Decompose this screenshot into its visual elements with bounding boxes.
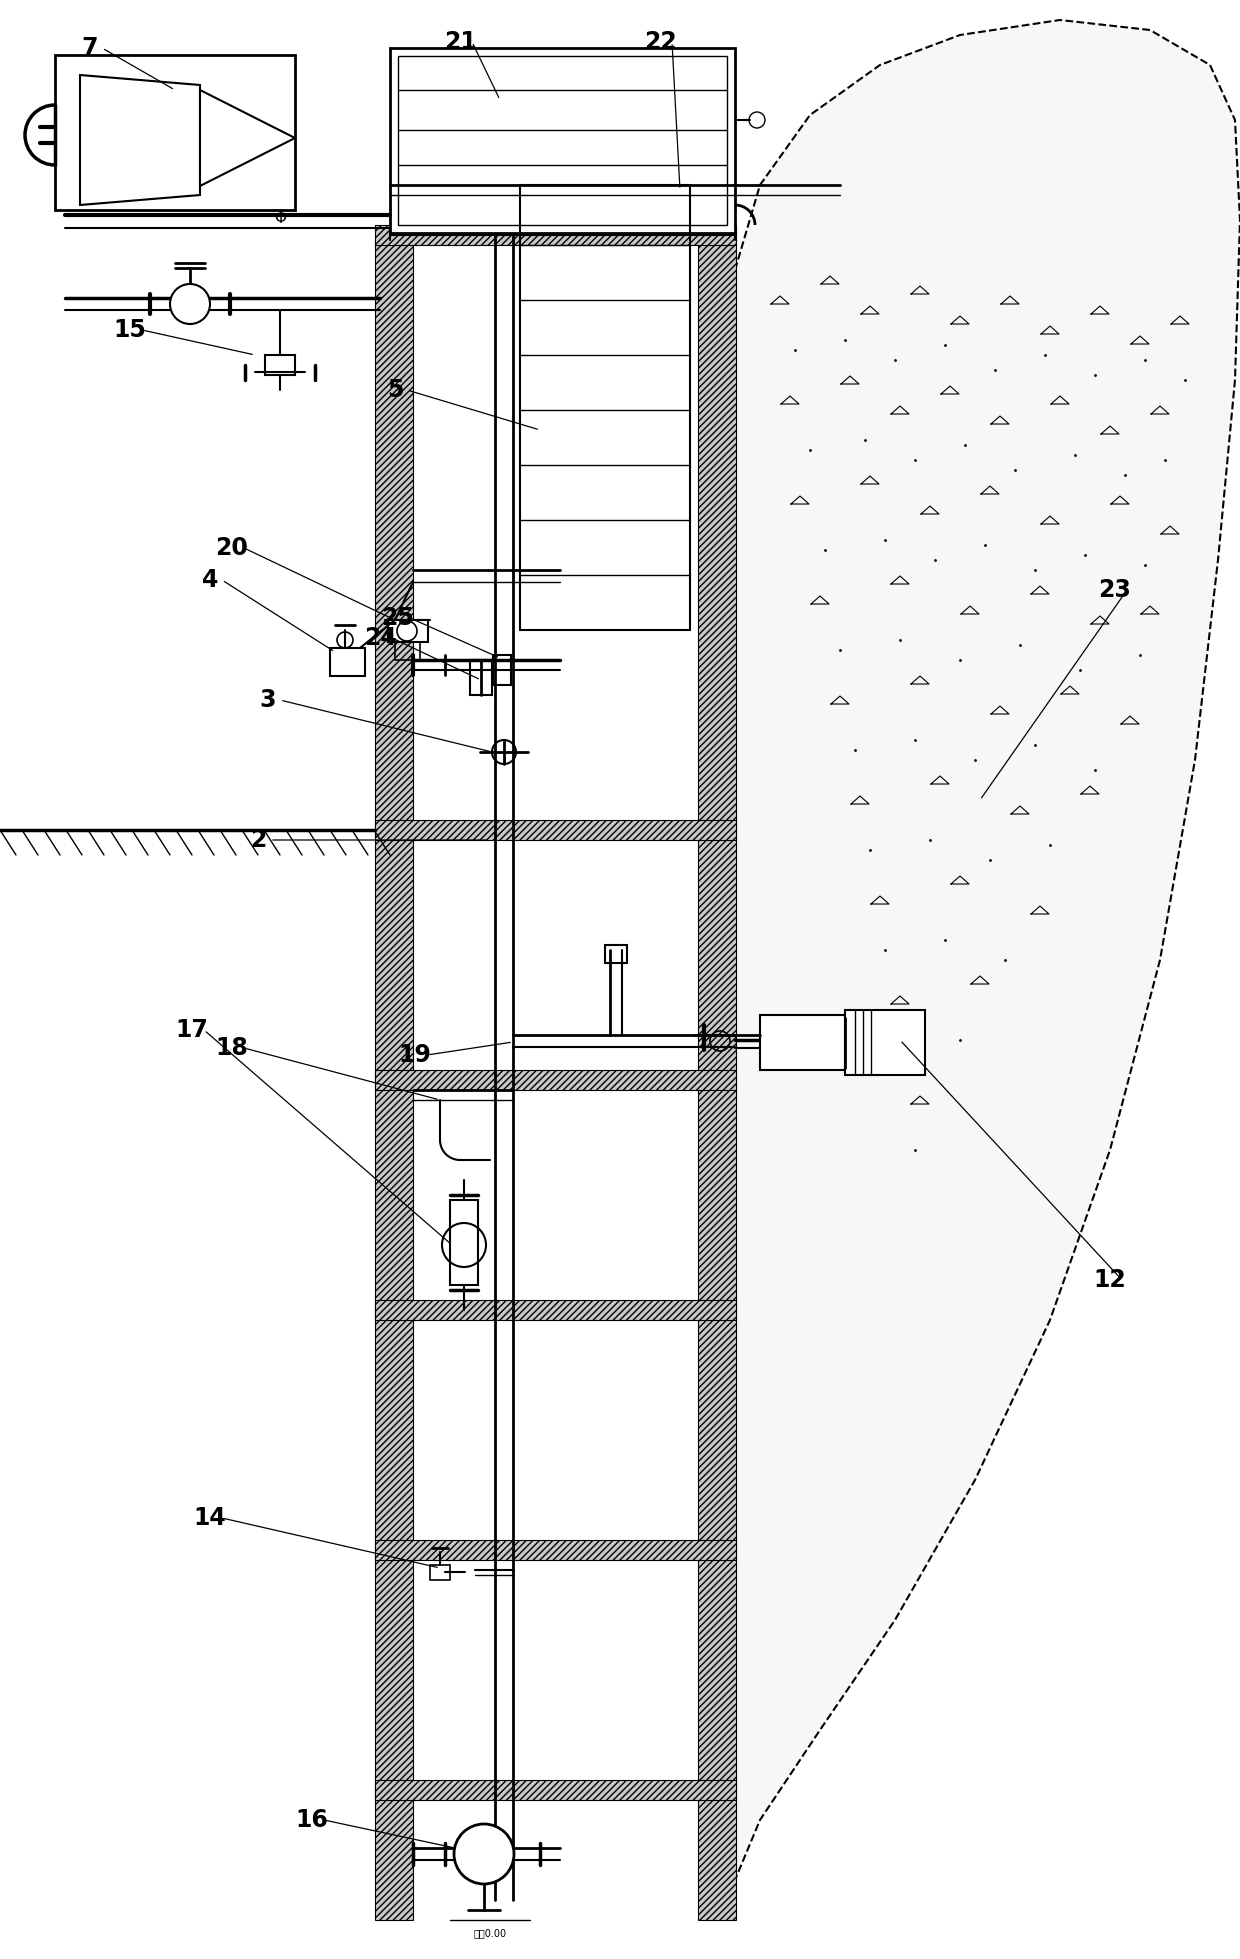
Circle shape (170, 284, 210, 323)
Text: 17: 17 (176, 1019, 208, 1042)
Polygon shape (200, 90, 295, 186)
Bar (374, 241, 413, 1920)
Bar (374, 225, 737, 245)
Polygon shape (735, 20, 1240, 1881)
Text: 18: 18 (216, 1036, 248, 1060)
Bar (265, 355, 295, 374)
Bar (494, 654, 511, 686)
Text: Φ: Φ (274, 210, 286, 225)
Text: 16: 16 (295, 1808, 329, 1832)
Bar (391, 49, 735, 233)
Bar (374, 821, 737, 840)
Bar (374, 1540, 737, 1559)
Text: 3: 3 (259, 688, 277, 711)
Bar (330, 648, 365, 676)
Text: 2: 2 (249, 829, 267, 852)
Bar (374, 1301, 737, 1320)
Text: 5: 5 (387, 378, 403, 402)
Bar (430, 1565, 450, 1581)
Bar (760, 1015, 844, 1070)
Bar (374, 1781, 737, 1800)
Text: 14: 14 (193, 1506, 227, 1530)
Text: 19: 19 (398, 1042, 432, 1068)
Text: 7: 7 (82, 35, 98, 61)
Text: 23: 23 (1099, 578, 1131, 601)
Bar (450, 1201, 477, 1285)
Text: 12: 12 (1094, 1267, 1126, 1293)
Bar (55, 55, 295, 210)
Polygon shape (81, 74, 200, 206)
Text: 25: 25 (382, 605, 414, 631)
Text: 15: 15 (114, 317, 146, 343)
Text: 24: 24 (363, 627, 397, 650)
Text: 4: 4 (202, 568, 218, 592)
Circle shape (454, 1824, 515, 1885)
Bar (388, 619, 428, 643)
Text: 22: 22 (644, 29, 676, 55)
Text: 20: 20 (216, 537, 248, 560)
Bar (398, 57, 727, 225)
Bar (396, 643, 420, 660)
Bar (470, 660, 492, 695)
Bar (844, 1011, 925, 1075)
Bar (698, 241, 737, 1920)
Bar (374, 1070, 737, 1089)
Text: 绝对0.00: 绝对0.00 (474, 1928, 507, 1937)
Text: 21: 21 (444, 29, 476, 55)
Bar (605, 944, 627, 964)
